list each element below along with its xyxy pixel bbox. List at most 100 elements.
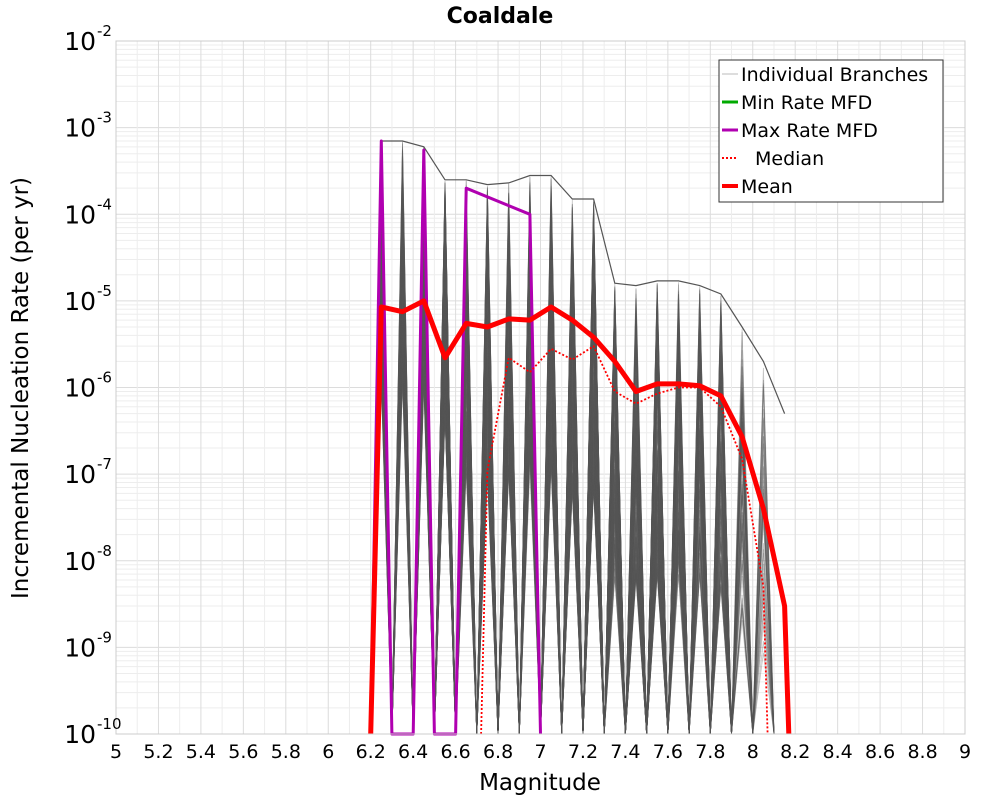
branch-line [370,192,785,735]
branch-line [370,177,785,735]
branch-line [370,196,785,735]
branch-line [370,228,785,735]
branch-line [370,225,785,735]
branch-line [370,152,785,735]
branch-line [370,156,785,735]
x-tick-label: 7 [534,741,546,763]
branch-line [370,194,785,735]
branch-line [370,151,785,735]
y-tick-label: 10 [64,374,96,403]
branch-envelope-line [381,140,786,414]
y-tick-exponent: -4 [97,195,112,213]
branch-line [370,147,785,735]
x-tick-label: 6.4 [398,741,428,763]
x-tick-label: 7.8 [695,741,725,763]
branch-line [370,205,785,735]
branch-line [370,205,785,735]
y-tick-label: 10 [64,114,96,143]
branch-line [370,180,785,735]
branch-line [370,236,785,735]
chart-title: Coaldale [447,4,554,29]
branch-line [370,228,785,735]
x-tick-label: 6.8 [483,741,513,763]
series-lines [368,139,792,736]
y-tick-exponent: -6 [97,369,112,387]
x-tick-label: 8.8 [907,741,937,763]
branch-line [370,148,785,735]
branch-line [370,223,785,735]
branch-line [370,240,785,735]
x-axis-label: Magnitude [479,770,601,796]
branch-line [370,166,785,735]
y-tick-exponent: -9 [97,628,112,646]
x-tick-label: 5.4 [186,741,216,763]
x-tick-label: 8.6 [865,741,895,763]
legend-label: Individual Branches [741,64,928,86]
y-tick-exponent: -2 [97,22,112,40]
y-tick-label: 10 [64,633,96,662]
branch-line [370,241,785,735]
y-tick-label: 10 [64,720,96,749]
branch-line [370,188,785,735]
x-tick-label: 7.2 [568,741,598,763]
x-tick-label: 8.4 [823,741,853,763]
x-tick-label: 7.6 [653,741,683,763]
branch-line [370,238,785,735]
legend-label: Max Rate MFD [741,120,878,142]
branch-line [370,221,785,735]
x-tick-label: 9 [959,741,971,763]
x-tick-label: 8 [747,741,759,763]
branch-line [370,195,785,735]
branch-line [370,144,785,735]
y-tick-exponent: -10 [97,715,122,733]
branch-line [370,208,785,735]
branch-line [370,190,785,735]
y-tick-label: 10 [64,200,96,229]
y-tick-label: 10 [64,27,96,56]
x-tick-label: 6 [322,741,334,763]
legend-label: Median [755,148,824,170]
legend: Individual Branches Min Rate MFD Max Rate … [718,59,944,203]
y-tick-exponent: -8 [97,542,112,560]
branch-line [370,241,785,735]
x-tick-label: 5.2 [143,741,173,763]
series-line-max-rate-mfd [369,139,542,736]
branch-line [370,209,785,735]
y-tick-exponent: -7 [97,455,112,473]
branch-line [370,257,785,735]
branch-line [370,182,785,735]
branch-line [370,161,785,735]
legend-label: Mean [741,176,793,198]
branch-line [370,232,785,735]
x-axis-ticks: 5 5.2 5.4 5.6 5.8 6 6.2 6.4 6.6 6.8 7 7.2 7.4 7.6 7.8 8… [110,741,971,763]
legend-box [718,59,944,203]
plot-frame [115,40,966,735]
grid [115,41,966,735]
branch-line [370,187,785,735]
y-tick-label: 10 [64,287,96,316]
branch-line [370,237,785,735]
y-axis-label: Incremental Nucleation Rate (per yr) [8,177,34,599]
y-tick-label: 10 [64,547,96,576]
branch-line [370,199,785,735]
branch-line [370,171,785,735]
legend-label: Min Rate MFD [741,92,872,114]
branch-line [370,143,785,735]
x-tick-label: 8.2 [780,741,810,763]
branch-line [370,190,785,735]
x-tick-label: 6.6 [440,741,470,763]
y-tick-exponent: -3 [97,109,112,127]
branch-line [370,193,785,735]
branch-line [370,215,785,735]
y-tick-exponent: -5 [97,282,112,300]
branch-line [370,279,785,735]
branch-line [370,219,785,735]
branch-line [370,193,785,735]
branch-line [370,163,785,735]
branch-line [370,185,785,735]
branch-line [370,232,785,735]
branch-line [370,218,785,735]
branch-line [370,318,785,735]
